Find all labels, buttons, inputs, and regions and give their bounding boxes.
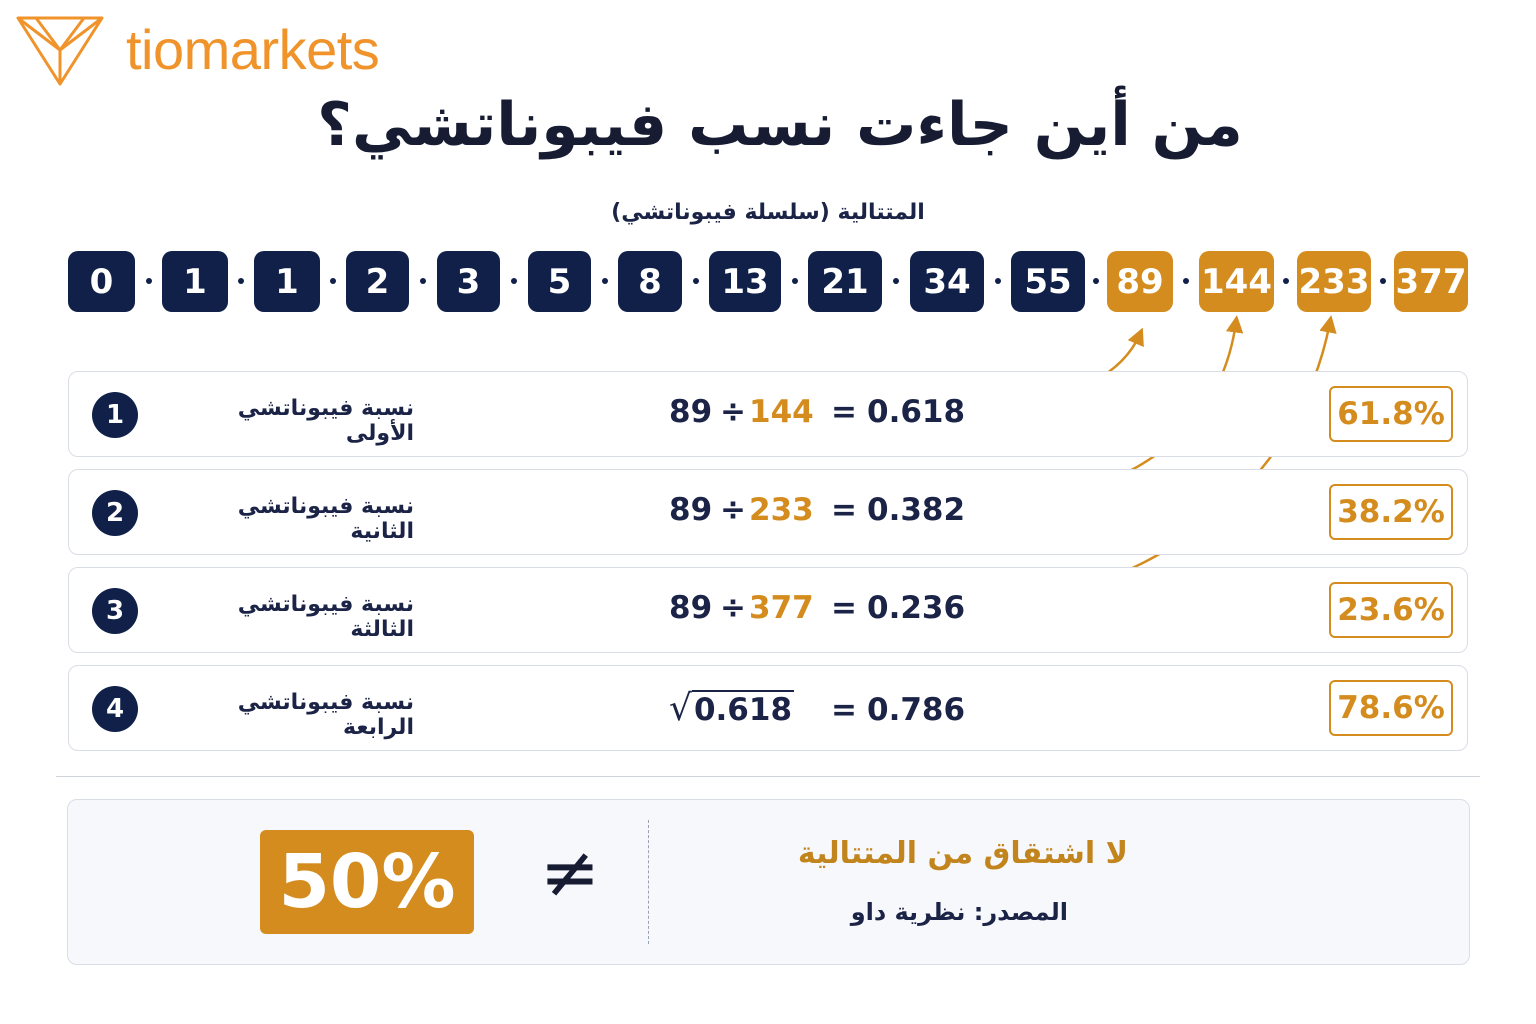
sequence-separator-dot: [1183, 278, 1189, 284]
sequence-separator-dot: [602, 278, 608, 284]
ratio-label: نسبة فيبوناتشي الأولى: [237, 396, 414, 446]
divisor: 377: [749, 590, 814, 626]
sequence-number: 2: [346, 251, 409, 312]
no-derivation-heading: لا اشتقاق من المتتالية: [797, 836, 1128, 871]
fifty-percent-panel: 50% ≠ لا اشتقاق من المتتالية المصدر: نظر…: [67, 799, 1470, 965]
equals-sign: =: [831, 394, 857, 430]
ratio-result: 0.236: [867, 590, 966, 626]
dividend: 89: [669, 394, 713, 430]
ratio-label: نسبة فيبوناتشي الثانية: [237, 494, 414, 544]
triangle-logo-icon: [16, 16, 104, 86]
ratio-percent-badge: 23.6%: [1329, 582, 1453, 638]
sequence-separator-dot: [693, 278, 699, 284]
sequence-separator-dot: [995, 278, 1001, 284]
sequence-number: 13: [709, 251, 781, 312]
ratio-percent-badge: 78.6%: [1329, 680, 1453, 736]
divisor: 233: [749, 492, 814, 528]
sequence-separator-dot: [238, 278, 244, 284]
equals-sign: =: [831, 590, 857, 626]
sequence-number: 1: [162, 251, 228, 312]
sequence-number: 377: [1394, 251, 1468, 312]
ratio-row: 4 نسبة فيبوناتشي الرابعة √0.618 = 0.786 78.6%: [68, 665, 1468, 751]
divide-sign: ÷: [720, 590, 746, 626]
ratio-label: نسبة فيبوناتشي الرابعة: [237, 690, 414, 740]
divide-sign: ÷: [720, 394, 746, 430]
sequence-separator-dot: [146, 278, 152, 284]
sequence-separator-dot: [1283, 278, 1289, 284]
sqrt-operand: 0.618: [691, 690, 795, 728]
sequence-separator-dot: [1093, 278, 1099, 284]
ratio-row: 3 نسبة فيبوناتشي الثالثة 89 ÷377 = 0.236 23.6%: [68, 567, 1468, 653]
equals-sign: =: [831, 692, 857, 728]
ratio-index: 3: [92, 588, 138, 634]
ratio-index: 1: [92, 392, 138, 438]
brand-name: tiomarkets: [126, 18, 380, 81]
sqrt-expression: √0.618: [669, 688, 827, 729]
divide-sign: ÷: [720, 492, 746, 528]
ratio-result: 0.786: [867, 692, 966, 728]
sequence-separator-dot: [511, 278, 517, 284]
ratio-formula: 89 ÷144 = 0.618: [669, 394, 965, 430]
ratio-label: نسبة فيبوناتشي الثالثة: [237, 592, 414, 642]
brand-logo: tiomarkets: [14, 14, 434, 88]
not-equal-icon: ≠: [539, 830, 601, 914]
ratio-formula: 89 ÷233 = 0.382: [669, 492, 965, 528]
sequence-number: 55: [1011, 251, 1085, 312]
sequence-number: 144: [1199, 251, 1274, 312]
sequence-separator-dot: [1380, 278, 1386, 284]
ratio-row: 2 نسبة فيبوناتشي الثانية 89 ÷233 = 0.382 38.2%: [68, 469, 1468, 555]
ratio-index: 2: [92, 490, 138, 536]
ratio-result: 0.382: [867, 492, 966, 528]
equals-sign: =: [831, 492, 857, 528]
ratio-formula: √0.618 = 0.786: [669, 688, 965, 729]
ratio-formula: 89 ÷377 = 0.236: [669, 590, 965, 626]
sqrt-icon: √: [669, 688, 692, 729]
fifty-percent-badge: 50%: [260, 830, 474, 934]
dividend: 89: [669, 492, 713, 528]
arrow-connector: [971, 315, 1337, 611]
sequence-number: 233: [1297, 251, 1371, 312]
sequence-number: 0: [68, 251, 135, 312]
sequence-number: 34: [910, 251, 984, 312]
sequence-separator-dot: [420, 278, 426, 284]
sequence-number: 1: [254, 251, 320, 312]
sequence-separator-dot: [330, 278, 336, 284]
sequence-separator-dot: [792, 278, 798, 284]
divisor: 144: [749, 394, 814, 430]
sequence-number: 21: [808, 251, 882, 312]
sequence-number: 8: [618, 251, 682, 312]
sequence-number: 3: [437, 251, 500, 312]
sequence-caption: المتتالية (سلسلة فيبوناتشي): [611, 200, 925, 225]
ratio-result: 0.618: [867, 394, 966, 430]
dashed-separator: [648, 820, 649, 944]
sequence-number: 89: [1107, 251, 1173, 312]
section-divider: [56, 776, 1480, 777]
ratio-index: 4: [92, 686, 138, 732]
sequence-number: 5: [528, 251, 591, 312]
page-title: من أين جاءت نسب فيبوناتشي؟: [317, 90, 1243, 160]
source-note: المصدر: نظرية داو: [850, 898, 1068, 926]
sequence-separator-dot: [893, 278, 899, 284]
ratio-percent-badge: 61.8%: [1329, 386, 1453, 442]
ratio-percent-badge: 38.2%: [1329, 484, 1453, 540]
ratio-row: 1 نسبة فيبوناتشي الأولى 89 ÷144 = 0.618 61.8%: [68, 371, 1468, 457]
dividend: 89: [669, 590, 713, 626]
